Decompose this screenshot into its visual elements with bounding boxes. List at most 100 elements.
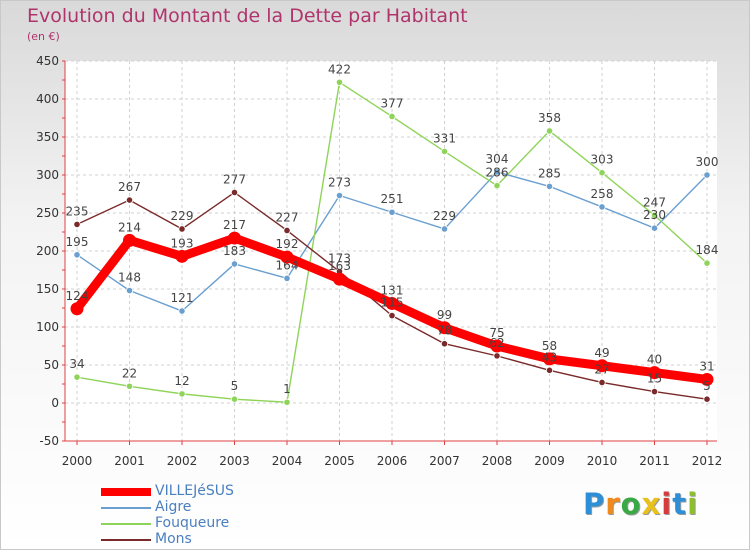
legend-swatch [101, 507, 151, 509]
legend-label: Mons [155, 531, 192, 547]
data-point [598, 203, 606, 211]
data-point [493, 352, 501, 360]
data-label: 331 [433, 131, 456, 145]
data-point [700, 372, 714, 386]
data-point [283, 226, 291, 235]
x-tick-label: 2004 [272, 454, 303, 468]
data-label: 230 [643, 208, 666, 222]
data-label: 273 [328, 176, 351, 190]
data-label: 34 [69, 357, 84, 371]
data-point [545, 127, 554, 135]
data-label: 193 [171, 236, 194, 250]
y-tick-label: 400 [36, 92, 59, 106]
y-tick-label: 450 [36, 54, 59, 68]
data-point [598, 169, 606, 177]
legend-swatch [101, 539, 151, 541]
y-tick-label: 200 [36, 244, 59, 258]
data-point [440, 147, 449, 156]
logo-letter: P [583, 487, 606, 521]
data-label: 164 [276, 258, 299, 272]
y-tick-label: 0 [51, 396, 59, 410]
chart-title: Evolution du Montant de la Dette par Hab… [27, 5, 468, 27]
data-point [650, 211, 659, 219]
data-label: 78 [437, 324, 452, 338]
data-point [333, 272, 346, 286]
data-label: 214 [118, 220, 141, 234]
data-point [283, 398, 291, 406]
data-label: 277 [223, 172, 246, 186]
logo-letter: i [687, 487, 699, 521]
data-point [543, 352, 556, 366]
data-point [283, 274, 291, 282]
y-tick-label: 250 [36, 206, 59, 220]
x-tick-label: 2001 [114, 454, 145, 468]
data-point [178, 307, 186, 315]
data-label: 422 [328, 62, 351, 76]
data-point [438, 321, 451, 335]
data-label: 115 [381, 296, 404, 310]
data-label: 229 [171, 209, 194, 223]
x-tick-label: 2000 [62, 454, 93, 468]
data-label: 5 [231, 379, 239, 393]
x-tick-label: 2010 [587, 454, 618, 468]
data-label: 235 [66, 204, 89, 218]
data-point [230, 395, 239, 403]
y-tick-label: 350 [36, 130, 59, 144]
data-point [335, 78, 344, 86]
data-point [335, 191, 344, 200]
legend-label: VILLEJéSUS [155, 483, 234, 499]
data-point [178, 390, 186, 398]
data-label: 300 [696, 155, 719, 169]
data-point [230, 260, 239, 268]
data-point [178, 225, 186, 233]
proxiti-logo: Proxiti [583, 487, 698, 521]
data-point [73, 373, 81, 381]
data-point [545, 366, 554, 374]
data-point [388, 112, 396, 121]
data-label: 227 [276, 210, 299, 224]
data-label: 131 [381, 283, 404, 297]
data-label: 99 [437, 308, 452, 322]
data-label: 40 [647, 353, 662, 367]
data-label: 251 [381, 192, 404, 206]
logo-letter: t [672, 487, 688, 521]
legend-swatch [101, 488, 151, 496]
data-label: 31 [699, 359, 714, 373]
data-point [125, 382, 134, 390]
data-point [73, 251, 81, 259]
data-point [125, 286, 134, 295]
data-point [650, 224, 659, 232]
data-point [70, 302, 84, 316]
legend-label: Fouqueure [155, 515, 230, 531]
data-point [703, 395, 711, 403]
x-tick-label: 2005 [324, 454, 355, 468]
x-tick-label: 2002 [167, 454, 198, 468]
data-label: 358 [538, 111, 561, 125]
data-label: 148 [118, 271, 141, 285]
data-point [648, 366, 661, 380]
data-label: 22 [122, 366, 137, 380]
data-label: 304 [486, 152, 509, 166]
data-label: 267 [118, 180, 141, 194]
data-label: 49 [594, 346, 609, 360]
data-label: 258 [591, 187, 614, 201]
data-point [595, 359, 609, 373]
data-point [440, 225, 449, 233]
data-point [388, 208, 396, 216]
x-tick-label: 2008 [482, 454, 513, 468]
data-point [228, 231, 241, 245]
data-point [493, 168, 501, 176]
data-point [440, 340, 449, 348]
data-point [280, 250, 294, 264]
data-label: 285 [538, 166, 561, 180]
y-tick-label: 150 [36, 282, 59, 296]
data-label: 58 [542, 339, 557, 353]
data-label: 121 [171, 291, 194, 305]
data-label: 62 [489, 336, 504, 350]
data-point [545, 182, 554, 190]
data-label: 124 [66, 289, 89, 303]
data-label: 27 [594, 362, 609, 376]
x-tick-label: 2009 [534, 454, 565, 468]
legend-swatch [101, 523, 151, 525]
